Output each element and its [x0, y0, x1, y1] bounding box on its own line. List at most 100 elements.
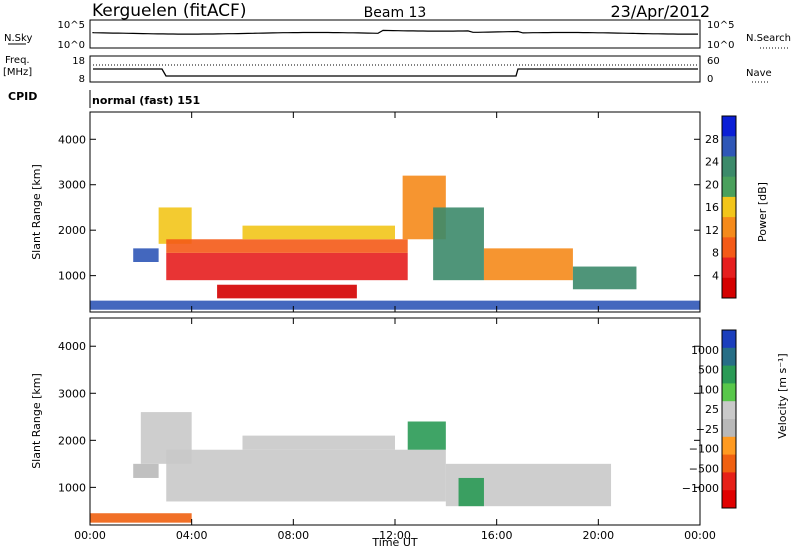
freq-left-tick-bottom: 8 [79, 74, 85, 85]
colorbar-tick-label: 4 [712, 269, 719, 282]
data-band [217, 284, 357, 299]
velocity-y-axis-label: Slant Range [km] [30, 373, 43, 469]
freq-panel: Freq. [MHz] 18 8 60 0 Nave [3, 55, 772, 85]
freq-panel-frame [89, 55, 701, 83]
colorbar-segment [722, 436, 736, 456]
colorbar-tick-label: 1000 [691, 344, 719, 357]
y-tick-label: 4000 [58, 133, 86, 146]
colorbar-segment [722, 237, 736, 259]
data-band [158, 207, 192, 244]
colorbar-tick-label: −1000 [682, 482, 719, 495]
x-tick-label: 04:00 [176, 529, 208, 542]
noise-panel: N.Sky 10^5 10^0 10^5 10^0 N.Search [4, 19, 791, 51]
colorbar-tick-label: 8 [712, 247, 719, 260]
freq-line [93, 68, 698, 77]
data-band [483, 248, 573, 281]
velocity-colorbar-label: Velocity [m s⁻¹] [776, 353, 789, 438]
data-band [133, 463, 159, 478]
noise-sky-line [92, 29, 698, 35]
x-tick-label: 00:00 [74, 529, 106, 542]
velocity-y-ticks: 1000 2000 3000 4000 [58, 340, 700, 494]
power-panel: 1000 2000 3000 4000 Slant Range [km] [30, 111, 701, 313]
colorbar-segment [722, 472, 736, 491]
colorbar-segment [722, 257, 736, 279]
colorbar-segment [722, 217, 736, 238]
data-band [133, 248, 159, 262]
noise-left-tick-top: 10^5 [58, 20, 85, 31]
colorbar-segment [722, 401, 736, 420]
velocity-panel: 1000 2000 3000 4000 00:00 04:00 08:00 12:00 16:… [30, 317, 716, 549]
noise-right-tick-top: 10^5 [707, 20, 734, 31]
x-tick-label: 08:00 [277, 529, 309, 542]
data-band [166, 252, 408, 281]
y-tick-label: 3000 [58, 179, 86, 192]
data-band [242, 435, 395, 450]
noise-left-label: N.Sky [4, 33, 32, 44]
colorbar-segment [722, 136, 736, 157]
y-tick-label: 2000 [58, 434, 86, 447]
y-tick-label: 3000 [58, 387, 86, 400]
x-tick-label: 00:00 [684, 529, 716, 542]
colorbar-segment [722, 196, 736, 218]
colorbar-tick-label: 100 [698, 383, 719, 396]
nave-label: Nave [746, 68, 772, 79]
colorbar-segment [722, 365, 736, 384]
data-band [166, 239, 408, 253]
noise-panel-frame [89, 19, 701, 49]
colorbar-segment [722, 330, 736, 349]
freq-label-line1: Freq. [5, 55, 30, 66]
colorbar-tick-label: 28 [705, 133, 719, 146]
colorbar-frame [721, 329, 737, 509]
power-colorbar: Power [dB] 28 24 20 16 12 8 4 [705, 115, 769, 299]
colorbar-tick-label: 500 [698, 364, 719, 377]
x-tick-label: 16:00 [481, 529, 513, 542]
colorbar-segment [722, 490, 736, 509]
colorbar-segment [722, 156, 736, 178]
colorbar-tick-label: 16 [705, 201, 719, 214]
colorbar-segment [722, 116, 736, 137]
noise-right-label: N.Search [746, 33, 791, 44]
data-band [407, 421, 446, 450]
velocity-data-bands [90, 412, 612, 523]
colorbar-segment [722, 347, 736, 367]
colorbar-tick-label: 20 [705, 178, 719, 191]
power-x-ticks [89, 112, 701, 312]
colorbar-segment [722, 454, 736, 473]
colorbar-frame [721, 115, 737, 299]
y-tick-label: 4000 [58, 340, 86, 353]
station-title: Kerguelen (fitACF) [92, 1, 246, 21]
data-band [166, 449, 446, 502]
y-tick-label: 1000 [58, 481, 86, 494]
noise-left-tick-bottom: 10^0 [58, 40, 85, 51]
date-title: 23/Apr/2012 [610, 2, 710, 21]
y-tick-label: 1000 [58, 270, 86, 283]
data-band [90, 300, 700, 310]
data-band [572, 266, 637, 290]
x-tick-label: 12:00 [379, 529, 411, 542]
data-band [458, 477, 484, 507]
power-data-bands [90, 175, 700, 310]
data-band [242, 225, 395, 240]
cpid-label: CPID [8, 90, 37, 103]
velocity-colorbar: Velocity [m s⁻¹] 1000 500 100 25 −25 −100 −500… [682, 329, 789, 509]
noise-right-tick-bottom: 10^0 [707, 40, 734, 51]
data-band [90, 513, 192, 523]
beam-title: Beam 13 [364, 5, 427, 21]
cpid-value: normal (fast) 151 [92, 94, 200, 107]
colorbar-tick-label: −25 [696, 423, 719, 436]
colorbar-tick-label: 25 [705, 403, 719, 416]
colorbar-tick-label: 24 [705, 156, 719, 169]
velocity-x-ticks: 00:00 04:00 08:00 12:00 16:00 20:00 00:00 [74, 318, 716, 542]
x-tick-label: 20:00 [582, 529, 614, 542]
colorbar-segment [722, 419, 736, 438]
colorbar-tick-label: 12 [705, 224, 719, 237]
colorbar-segment [722, 277, 736, 299]
time-axis-label: Time UT [371, 536, 417, 549]
colorbar-segment [722, 383, 736, 402]
colorbar-tick-label: −100 [689, 443, 719, 456]
freq-label-line2: [MHz] [3, 67, 32, 78]
data-band [433, 207, 484, 281]
freq-right-tick-bottom: 0 [707, 74, 713, 85]
power-y-axis-label: Slant Range [km] [30, 164, 43, 260]
